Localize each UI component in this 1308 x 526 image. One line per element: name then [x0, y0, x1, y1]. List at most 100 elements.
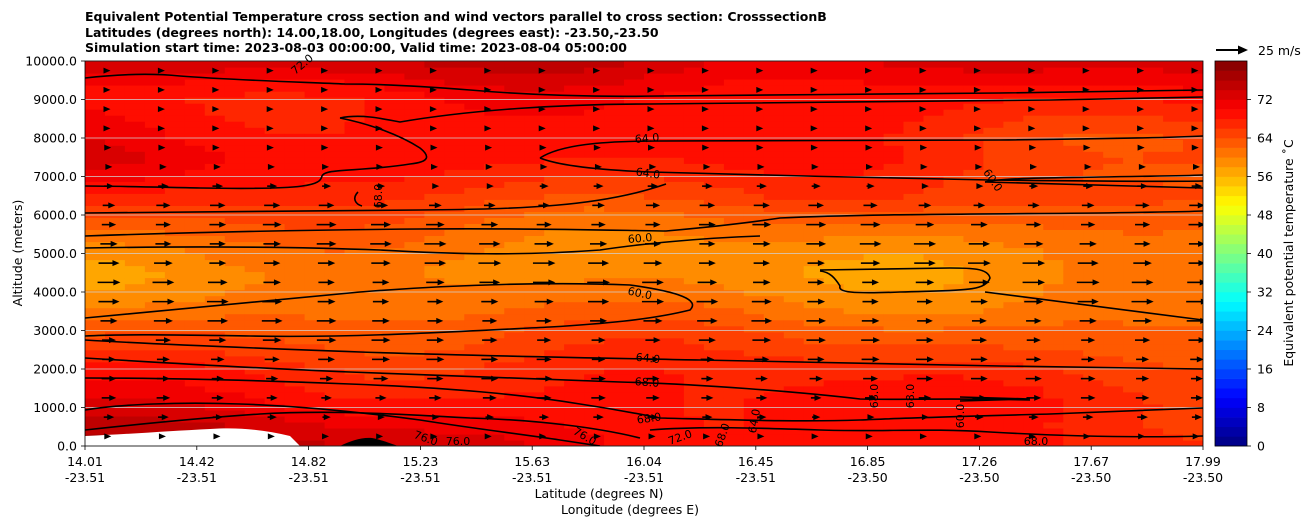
field-cell	[144, 199, 166, 206]
field-cell	[124, 133, 146, 140]
field-cell	[1003, 391, 1024, 399]
field-cell	[244, 229, 266, 236]
field-cell	[743, 229, 765, 236]
wind-vector	[430, 125, 438, 132]
field-cell	[703, 115, 725, 122]
field-cell	[224, 283, 246, 291]
field-cell	[703, 151, 725, 158]
field-cell	[85, 349, 106, 357]
field-cell	[85, 385, 106, 393]
wind-vector	[373, 202, 389, 209]
field-cell	[1003, 133, 1024, 140]
field-cell	[124, 337, 146, 345]
wind-vector-head	[1137, 106, 1145, 113]
wind-vector-head	[1142, 202, 1150, 209]
field-cell	[504, 169, 525, 176]
terrain-white	[85, 428, 300, 446]
field-cell	[1023, 157, 1044, 164]
field-cell	[723, 421, 745, 429]
field-cell	[703, 97, 725, 104]
field-cell	[184, 343, 206, 351]
field-cell	[863, 241, 885, 249]
field-cell	[604, 307, 625, 315]
field-cell	[164, 193, 186, 200]
field-cell	[324, 187, 346, 194]
field-cell	[424, 139, 445, 146]
field-cell	[1063, 391, 1084, 399]
field-cell	[763, 121, 785, 128]
field-cell	[1183, 337, 1203, 345]
field-cell	[1083, 289, 1104, 297]
field-cell	[1063, 205, 1084, 212]
field-cell	[644, 199, 665, 206]
field-cell	[883, 379, 905, 387]
field-cell	[923, 337, 945, 345]
field-cell	[424, 187, 445, 194]
wind-vector	[102, 356, 116, 363]
field-cell	[1023, 301, 1044, 309]
field-cell	[584, 139, 605, 146]
wind-vector	[209, 221, 227, 228]
field-cell	[324, 73, 346, 80]
field-cell	[264, 193, 286, 200]
wind-vector	[1133, 317, 1153, 324]
wind-vector	[266, 125, 274, 132]
wind-vector-head	[1028, 433, 1036, 440]
field-cell	[1043, 223, 1064, 230]
field-cell	[644, 295, 665, 303]
field-cell	[304, 253, 326, 261]
field-cell	[164, 421, 186, 429]
field-cell	[504, 73, 525, 80]
field-cell	[1183, 428, 1203, 435]
field-cell	[1123, 391, 1144, 399]
field-cell	[863, 349, 885, 357]
wind-vector-head	[326, 375, 334, 382]
field-cell	[204, 289, 226, 297]
field-cell	[524, 277, 545, 285]
field-cell	[1163, 157, 1184, 164]
wind-vector	[1189, 202, 1203, 209]
field-cell	[644, 409, 665, 417]
field-cell	[923, 85, 945, 92]
field-cell	[564, 301, 585, 309]
field-cell	[923, 79, 945, 86]
wind-vector	[913, 240, 937, 247]
wind-vector-head	[220, 279, 228, 286]
field-cell	[803, 331, 825, 339]
field-cell	[923, 319, 945, 327]
field-cell	[1063, 421, 1084, 429]
field-cell	[983, 157, 1004, 164]
field-cell	[444, 133, 465, 140]
field-cell	[883, 241, 905, 249]
wind-vector-head	[870, 202, 878, 209]
field-cell	[743, 409, 765, 417]
field-cell	[1083, 434, 1104, 441]
field-cell	[244, 355, 266, 363]
field-cell	[843, 241, 865, 249]
field-cell	[1183, 109, 1203, 116]
field-cell	[763, 325, 785, 333]
field-cell	[304, 163, 326, 170]
field-cell	[324, 247, 346, 255]
field-cell	[823, 355, 845, 363]
field-cell	[1083, 271, 1104, 279]
field-cell	[843, 73, 865, 80]
field-cell	[184, 289, 206, 297]
wind-vector	[916, 337, 934, 344]
field-cell	[204, 349, 226, 357]
field-cell	[763, 397, 785, 405]
wind-vector-head	[925, 298, 933, 305]
field-cell	[863, 397, 885, 405]
wind-vector-head	[1088, 337, 1096, 344]
wind-vector-head	[266, 144, 274, 151]
field-cell	[504, 91, 525, 98]
field-cell	[564, 79, 585, 86]
field-cell	[404, 409, 425, 417]
field-cell	[1103, 355, 1124, 363]
wind-vector	[865, 125, 873, 132]
wind-vector	[861, 356, 880, 363]
field-cell	[464, 313, 485, 321]
field-cell	[1003, 187, 1024, 194]
wind-vector-head	[1088, 221, 1096, 228]
field-cell	[723, 103, 745, 110]
